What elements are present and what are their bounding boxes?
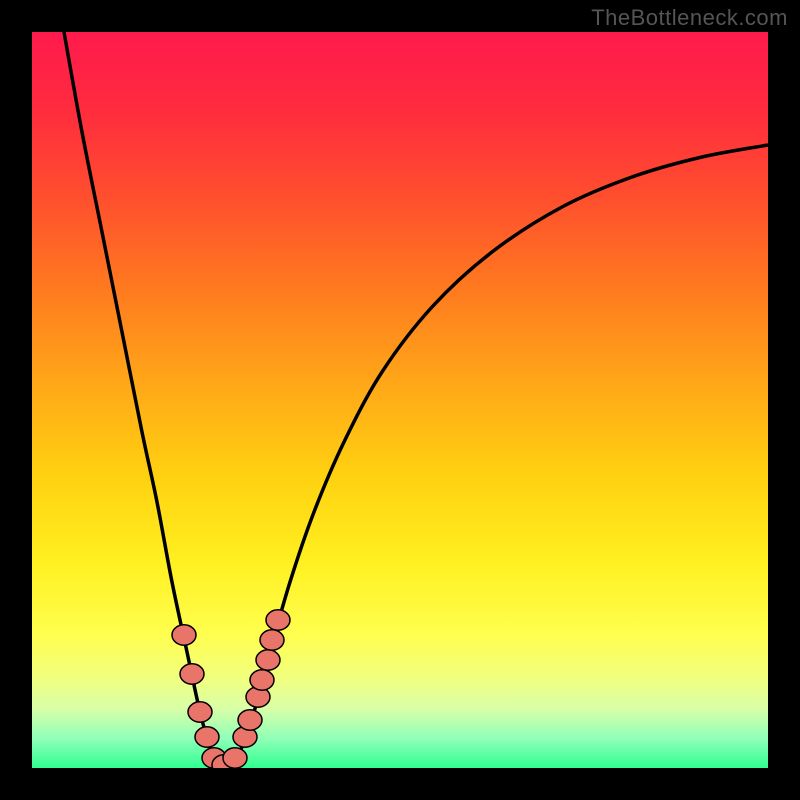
- data-marker: [223, 748, 247, 768]
- data-marker: [250, 670, 274, 690]
- data-marker: [260, 630, 284, 650]
- data-markers: [172, 610, 290, 768]
- bottleneck-curve-chart: [32, 32, 768, 768]
- right-curve-line: [224, 145, 768, 765]
- data-marker: [266, 610, 290, 630]
- data-marker: [238, 710, 262, 730]
- data-marker: [256, 650, 280, 670]
- left-curve-line: [64, 32, 224, 765]
- data-marker: [195, 727, 219, 747]
- data-marker: [188, 702, 212, 722]
- chart-container: TheBottleneck.com: [0, 0, 800, 800]
- data-marker: [172, 625, 196, 645]
- data-marker: [180, 664, 204, 684]
- watermark-text: TheBottleneck.com: [591, 5, 788, 31]
- plot-area: [32, 32, 768, 768]
